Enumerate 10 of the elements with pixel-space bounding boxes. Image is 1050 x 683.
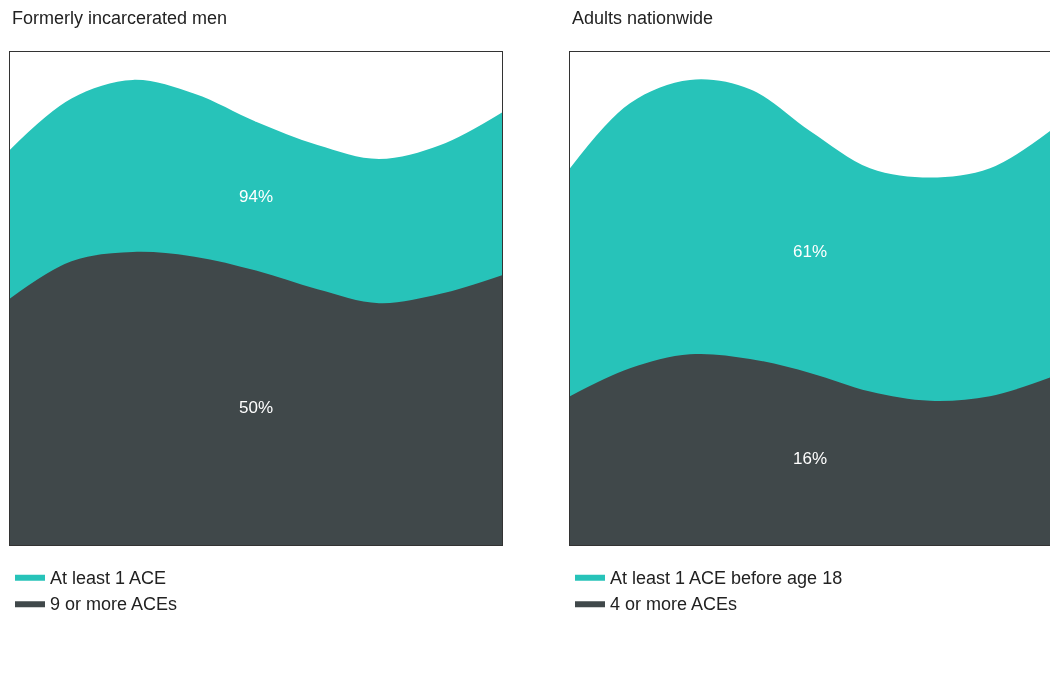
legend-label: At least 1 ACE before age 18 xyxy=(610,567,843,588)
legend-label: At least 1 ACE xyxy=(50,567,167,588)
annotation: 50% xyxy=(239,398,274,417)
legend-label: 4 or more ACEs xyxy=(610,594,738,615)
chart-title: Adults nationwide xyxy=(572,8,714,28)
annotation: 94% xyxy=(239,187,274,206)
chart-title: Formerly incarcerated men xyxy=(12,8,228,28)
legend-label: 9 or more ACEs xyxy=(50,594,178,615)
annotation: 61% xyxy=(793,242,828,261)
annotation: 16% xyxy=(793,449,828,468)
